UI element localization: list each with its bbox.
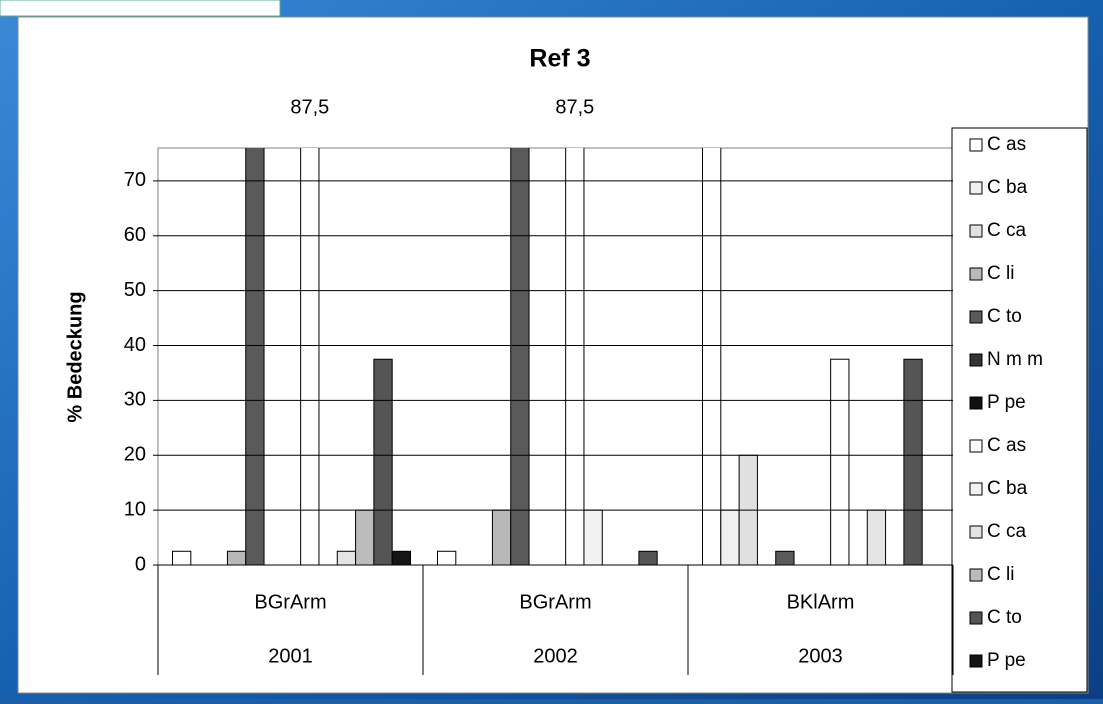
- x-tick-label: BGrArm: [254, 591, 326, 613]
- x-tick-label: BKlArm: [787, 591, 855, 613]
- bar: [720, 509, 740, 566]
- y-tick-label: 60: [124, 224, 146, 246]
- bar: [830, 358, 850, 566]
- bar: [638, 550, 658, 566]
- bars: [172, 148, 923, 566]
- bar: [775, 550, 795, 566]
- legend-label: N m m: [987, 349, 1043, 370]
- bar: [903, 358, 923, 566]
- legend-label: C ba: [987, 478, 1028, 499]
- value-label: 87,5: [290, 96, 329, 118]
- bar: [226, 550, 247, 566]
- legend-swatch: [969, 310, 983, 324]
- legend-swatch: [969, 439, 983, 453]
- plot-area: [157, 147, 954, 566]
- legend-label: C as: [987, 134, 1026, 155]
- x-group-label: 2003: [798, 645, 843, 667]
- legend-swatch: [969, 181, 983, 195]
- legend-label: C ba: [987, 177, 1028, 198]
- corner-box: [0, 0, 281, 17]
- bar: [437, 550, 457, 566]
- bar: [491, 509, 512, 566]
- bar: [172, 550, 192, 566]
- legend-swatch: [969, 267, 983, 281]
- y-tick-label: 30: [124, 389, 146, 411]
- bar: [355, 509, 375, 566]
- bar: [245, 148, 265, 566]
- y-axis-label: % Bedeckung: [64, 291, 86, 422]
- legend-swatch: [969, 224, 983, 238]
- bar: [866, 509, 887, 566]
- legend-swatch: [969, 138, 983, 152]
- legend-label: C ca: [987, 220, 1027, 241]
- legend-label: C li: [987, 263, 1014, 284]
- legend-swatch: [969, 611, 983, 625]
- legend-swatch: [969, 568, 983, 582]
- y-tick-label: 50: [124, 279, 146, 301]
- y-tick-label: 20: [124, 444, 146, 466]
- chart-title: Ref 3: [529, 45, 590, 73]
- legend-swatch: [969, 482, 983, 496]
- bar: [336, 550, 357, 566]
- x-tick-label: BGrArm: [519, 591, 591, 613]
- y-tick-label: 70: [124, 169, 146, 191]
- legend-swatch: [969, 396, 983, 410]
- value-label: 87,5: [555, 96, 594, 118]
- legend-label: C as: [987, 435, 1026, 456]
- y-tick-label: 0: [135, 553, 146, 575]
- legend-label: C to: [987, 607, 1022, 628]
- y-tick-label: 40: [124, 334, 146, 356]
- legend-label: C to: [987, 306, 1022, 327]
- bar: [583, 509, 603, 566]
- bar: [702, 148, 722, 566]
- bar: [510, 148, 530, 566]
- legend-swatch: [969, 525, 983, 539]
- legend-swatch: [969, 654, 983, 668]
- legend-box: [951, 127, 1088, 693]
- bar: [300, 148, 320, 566]
- legend-label: C li: [987, 564, 1014, 585]
- y-tick-label: 10: [124, 498, 146, 520]
- legend-swatch: [969, 353, 983, 367]
- x-group-label: 2001: [268, 645, 313, 667]
- legend-label: C ca: [987, 521, 1027, 542]
- legend-label: P pe: [987, 392, 1026, 413]
- bar: [565, 148, 585, 566]
- legend-label: P pe: [987, 650, 1026, 671]
- x-group-label: 2002: [533, 645, 578, 667]
- bar: [373, 358, 393, 566]
- bar: [391, 550, 412, 566]
